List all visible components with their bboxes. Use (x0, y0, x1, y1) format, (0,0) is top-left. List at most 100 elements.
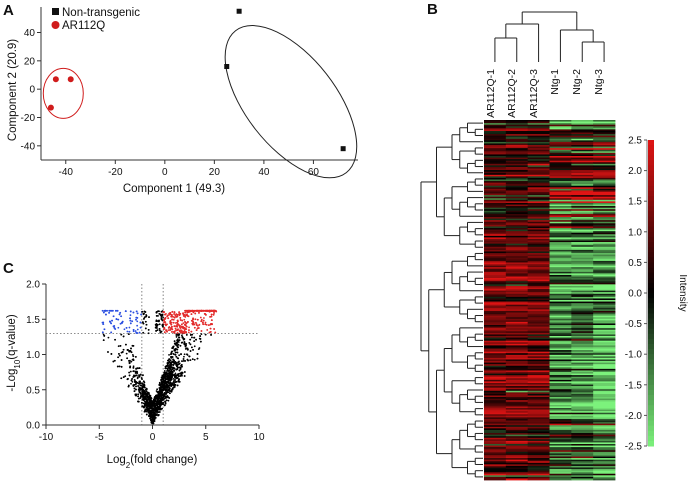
heatmap-cell (593, 224, 616, 227)
pca-x-tick-label: 60 (308, 167, 320, 178)
heatmap-cell (571, 135, 594, 138)
heatmap-cell (549, 320, 572, 323)
volcano-point (161, 407, 163, 410)
heatmap-cell (593, 356, 616, 359)
heatmap-cell (571, 389, 594, 392)
heatmap-cell (593, 350, 616, 353)
heatmap-cell (549, 245, 572, 248)
heatmap-cell (505, 422, 529, 425)
heatmap-cell (484, 204, 507, 207)
volcano-point (169, 374, 172, 377)
volcano-point-up (185, 322, 188, 325)
volcano-point (155, 325, 158, 328)
volcano-point (138, 389, 141, 392)
heatmap-cell (484, 188, 507, 191)
heatmap-cell (593, 361, 616, 364)
heatmap-cell (549, 304, 572, 307)
heatmap-cell (549, 243, 572, 246)
heatmap-cell (505, 473, 529, 476)
volcano-point (156, 403, 158, 405)
volcano-point (204, 333, 207, 336)
volcano-point-up (199, 316, 202, 319)
volcano-point-down (112, 315, 115, 318)
colorbar-segment (648, 160, 654, 166)
heatmap-cell (505, 285, 529, 288)
volcano-point-up (181, 319, 184, 322)
volcano-point-up (198, 311, 200, 314)
colorbar-segment (648, 395, 654, 401)
heatmap-cell (593, 448, 616, 451)
heatmap-cell (549, 442, 572, 445)
heatmap-cell (571, 412, 594, 415)
heatmap-cell (571, 282, 594, 285)
volcano-point (165, 365, 168, 367)
heatmap-cell (505, 343, 529, 346)
volcano-point (172, 345, 175, 348)
heatmap-cell (527, 257, 550, 260)
heatmap-cell (593, 134, 616, 137)
volcano-point (167, 389, 170, 391)
heatmap-cell (593, 287, 616, 290)
heatmap-cell (571, 365, 594, 368)
heatmap-cell (527, 301, 550, 304)
volcano-point-up (192, 311, 195, 314)
volcano-point-up (200, 318, 203, 321)
heatmap-cell (505, 340, 529, 343)
heatmap-cell (593, 264, 616, 266)
heatmap-cell (549, 334, 572, 337)
volcano-point (144, 320, 147, 323)
heatmap-cell (527, 390, 550, 393)
heatmap-cell (505, 287, 529, 290)
volcano-x-axis-label: Log2(fold change) (107, 454, 198, 470)
heatmap-cell (505, 163, 529, 166)
volcano-point-up (169, 322, 172, 325)
heatmap-cell (505, 143, 529, 146)
heatmap-cell (593, 386, 616, 389)
heatmap-cell (527, 179, 550, 182)
heatmap-cell (571, 303, 594, 306)
heatmap-cell (549, 166, 572, 169)
heatmap-cell (527, 204, 550, 207)
heatmap-cell (593, 412, 616, 415)
heatmap-cell (593, 395, 616, 398)
volcano-point (199, 335, 202, 337)
heatmap-cell (527, 267, 550, 270)
volcano-point-up (166, 330, 168, 333)
heatmap-cell (571, 404, 594, 407)
heatmap-cell (505, 384, 529, 387)
volcano-point-up (210, 315, 213, 318)
volcano-point (139, 388, 142, 391)
volcano-point (177, 357, 180, 360)
heatmap-cell (593, 282, 616, 285)
heatmap-cell (571, 395, 594, 398)
heatmap-cell (593, 156, 616, 158)
heatmap-cell (549, 307, 572, 310)
volcano-point (122, 348, 125, 351)
heatmap-cell (527, 461, 550, 464)
heatmap-cell (505, 171, 529, 174)
volcano-point-up (176, 315, 179, 318)
heatmap-cell (571, 213, 594, 216)
heatmap-cell (593, 354, 616, 357)
heatmap-cell (527, 201, 550, 204)
colorbar-label: Intensity (677, 274, 688, 311)
volcano-point (130, 382, 132, 385)
heatmap-cell (484, 213, 507, 216)
heatmap-cell (505, 329, 529, 332)
heatmap-cell (527, 339, 550, 342)
heatmap-cell (505, 336, 529, 338)
heatmap-cell (549, 422, 572, 425)
heatmap-cell (549, 249, 572, 252)
heatmap-cell (549, 406, 572, 409)
column-label-ar112q-3: AR112Q-3 (528, 69, 540, 118)
heatmap-cell (505, 444, 529, 446)
volcano-point (143, 317, 145, 320)
volcano-point (157, 315, 159, 317)
heatmap-cell (505, 392, 529, 395)
heatmap-cell (549, 467, 572, 470)
volcano-point-down (108, 309, 111, 312)
heatmap-cell (571, 262, 594, 265)
colorbar-segment (648, 420, 654, 427)
volcano-point (164, 400, 167, 403)
volcano-point (131, 377, 134, 380)
